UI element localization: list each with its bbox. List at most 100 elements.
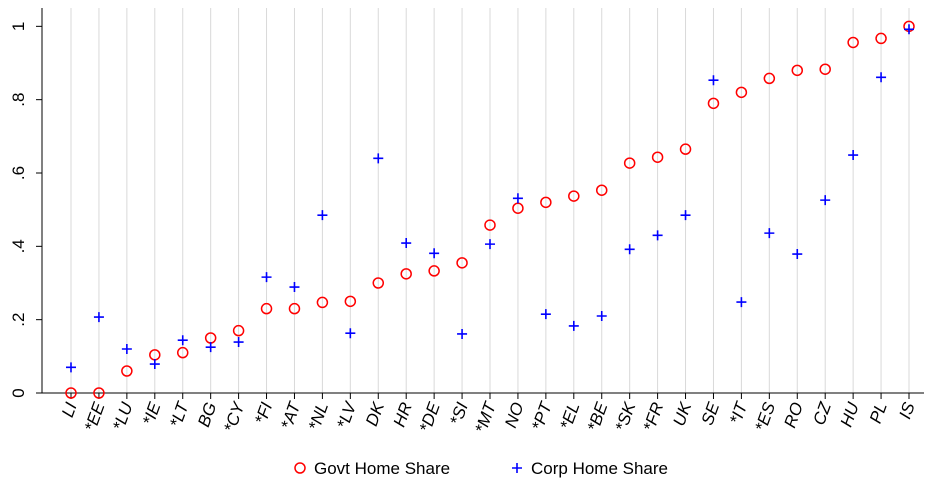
point: [428, 265, 440, 277]
x-tick-label: *SK: [612, 399, 640, 434]
x-tick-label: CZ: [809, 399, 835, 427]
x-tick-label: NO: [501, 400, 528, 430]
x-tick-label: *EE: [81, 399, 109, 434]
point: [456, 257, 468, 269]
x-tick-label: LI: [58, 400, 81, 420]
point: [457, 328, 468, 339]
x-tick-label: *IT: [726, 398, 752, 426]
point: [847, 36, 859, 49]
x-tick-label: *FR: [639, 400, 667, 434]
point: [651, 151, 664, 163]
point: [261, 272, 272, 283]
x-tick-label: HU: [837, 399, 863, 429]
point: [512, 193, 523, 204]
point: [680, 210, 691, 221]
point: [344, 295, 357, 308]
x-tick-label: *AT: [277, 398, 305, 431]
x-tick-label: DK: [362, 399, 388, 428]
point: [595, 184, 608, 196]
legend-marker: [512, 463, 522, 473]
x-tick-label: PL: [866, 400, 891, 426]
point: [176, 346, 189, 359]
x-tick-label: SE: [698, 399, 724, 427]
x-tick-label: IS: [895, 399, 919, 421]
x-tick-label: *BE: [584, 399, 612, 434]
point: [345, 328, 356, 339]
x-tick-label: *LV: [333, 398, 360, 431]
point: [121, 365, 133, 377]
point: [540, 196, 552, 209]
point: [121, 344, 132, 354]
legend-label: Govt Home Share: [314, 459, 450, 478]
point: [708, 75, 719, 86]
y-tick-label: .6: [9, 166, 28, 180]
point: [66, 362, 76, 373]
x-tick-label: *DE: [416, 399, 444, 435]
point: [288, 302, 301, 315]
point: [205, 342, 216, 353]
point: [596, 311, 607, 321]
y-tick-label: .2: [9, 313, 28, 327]
point: [736, 297, 747, 308]
point: [429, 248, 440, 259]
point: [232, 324, 245, 337]
point: [763, 72, 776, 85]
point: [904, 24, 914, 35]
point: [400, 268, 412, 280]
point: [540, 309, 551, 320]
point: [485, 239, 495, 250]
point: [65, 387, 77, 399]
point: [401, 238, 412, 249]
point: [568, 190, 580, 202]
point: [623, 157, 636, 169]
x-tick-label: HR: [390, 400, 416, 430]
point: [317, 210, 328, 221]
point: [764, 228, 775, 239]
x-tick-label: *LT: [166, 398, 193, 430]
y-tick-label: 1: [9, 22, 28, 31]
x-tick-label: *IE: [139, 399, 165, 427]
point: [149, 359, 160, 370]
point: [484, 219, 496, 231]
x-tick-label: BG: [194, 400, 220, 430]
point: [93, 312, 104, 323]
point: [820, 195, 831, 206]
x-tick-label: *CY: [220, 398, 249, 434]
x-tick-label: *SI: [446, 400, 472, 428]
x-tick-label: *LU: [109, 399, 137, 433]
point: [93, 387, 105, 399]
x-tick-label: RO: [780, 400, 807, 430]
x-tick-label: UK: [669, 399, 695, 428]
point: [707, 97, 720, 110]
point: [372, 277, 385, 289]
point: [876, 72, 887, 83]
point: [289, 282, 300, 293]
point: [260, 302, 273, 315]
x-tick-label: *FI: [251, 400, 276, 427]
point: [848, 150, 859, 161]
point: [792, 249, 803, 260]
point: [316, 296, 329, 309]
x-tick-label: *MT: [471, 398, 500, 435]
point: [373, 153, 384, 164]
x-tick-label: *PT: [528, 398, 556, 433]
y-tick-label: .4: [9, 239, 28, 253]
legend-marker: [294, 462, 306, 474]
point: [177, 335, 188, 346]
point: [679, 143, 692, 155]
point: [791, 64, 804, 77]
point: [819, 63, 831, 75]
x-tick-label: *ES: [751, 399, 779, 434]
point: [735, 86, 748, 99]
point: [875, 32, 887, 45]
y-tick-label: 0: [9, 388, 28, 397]
legend-label: Corp Home Share: [531, 459, 668, 478]
point: [624, 244, 635, 255]
y-tick-label: .8: [9, 93, 28, 107]
point: [233, 337, 244, 348]
point: [652, 230, 663, 241]
x-tick-label: *NL: [305, 400, 333, 433]
x-tick-label: *EL: [556, 400, 583, 432]
point: [568, 320, 579, 331]
